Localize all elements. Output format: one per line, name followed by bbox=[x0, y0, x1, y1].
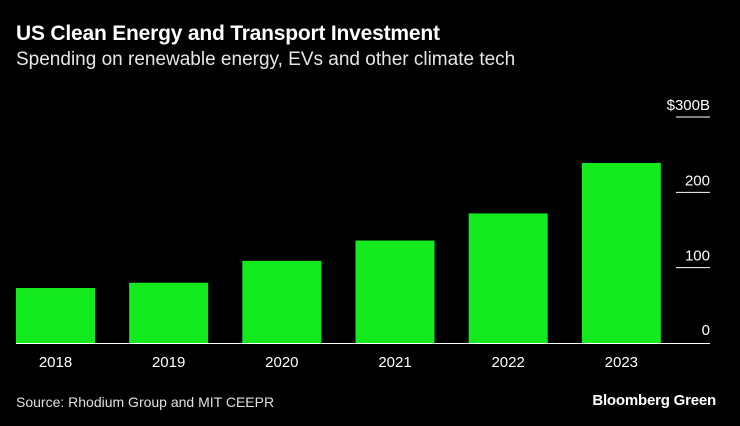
bar-2023 bbox=[581, 162, 661, 343]
chart-title: US Clean Energy and Transport Investment bbox=[16, 22, 440, 45]
bar-2021 bbox=[355, 240, 435, 343]
y-tick-label-300: $300B bbox=[667, 97, 710, 114]
x-tick-label-2018: 2018 bbox=[39, 354, 72, 371]
y-axis: 0 100 200 $300B bbox=[667, 97, 710, 339]
source-note: Source: Rhodium Group and MIT CEEPR bbox=[16, 394, 275, 410]
bar-2022 bbox=[468, 213, 548, 343]
bar-2020 bbox=[242, 260, 322, 343]
x-tick-label-2019: 2019 bbox=[152, 354, 185, 371]
x-tick-label-2023: 2023 bbox=[605, 354, 638, 371]
x-tick-label-2022: 2022 bbox=[491, 354, 524, 371]
y-tick-label-200: 200 bbox=[685, 172, 710, 189]
bar-2019 bbox=[129, 282, 209, 343]
y-tick-label-100: 100 bbox=[685, 248, 710, 265]
x-tick-label-2021: 2021 bbox=[378, 354, 411, 371]
bar-2018 bbox=[16, 288, 95, 343]
chart-subtitle: Spending on renewable energy, EVs and ot… bbox=[16, 49, 516, 70]
brand-logo: Bloomberg Green bbox=[592, 392, 716, 409]
x-axis-labels: 2018 2019 2020 2021 2022 2023 bbox=[39, 354, 638, 371]
bar-group bbox=[16, 162, 661, 343]
y-tick-label-0: 0 bbox=[702, 322, 710, 339]
x-tick-label-2020: 2020 bbox=[265, 354, 298, 371]
